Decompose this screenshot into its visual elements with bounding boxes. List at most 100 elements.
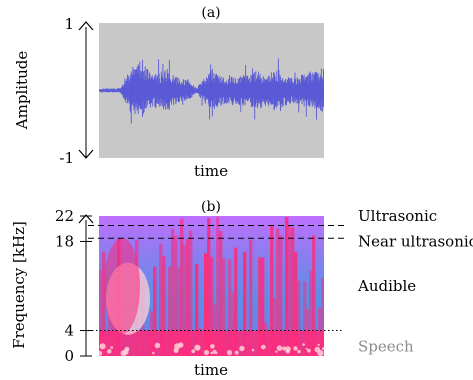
spectrogram-column (312, 235, 316, 356)
panel-b-label: (b) (201, 199, 221, 215)
spectrogram-column (99, 269, 103, 356)
energy-speckle (123, 349, 129, 355)
y-label-b: Frequency [kHz] (10, 221, 28, 349)
band-label: Audible (357, 277, 416, 295)
y-axis-a-arrow-bottom (78, 149, 94, 159)
energy-speckle (297, 349, 301, 354)
spectrogram-column (159, 243, 163, 356)
spectrogram-column (207, 218, 211, 356)
y-tick-label-b: 18 (55, 232, 74, 250)
spectrogram-column (204, 253, 208, 356)
spectrogram-energy (99, 238, 324, 356)
y-tick-a-1: 1 (64, 15, 74, 33)
energy-speckle (239, 345, 245, 352)
y-axis-b-arrow-top (78, 214, 94, 224)
energy-speckle (203, 349, 210, 356)
spectrogram-column (243, 251, 247, 356)
spectrogram-column (171, 228, 175, 356)
spectrogram-column (168, 266, 172, 356)
spectrogram-column (162, 256, 166, 356)
energy-speckle (99, 350, 103, 356)
y-tick-a-minus1: -1 (59, 149, 74, 167)
spectrogram-column (288, 225, 292, 356)
spectrogram-column (186, 239, 190, 356)
spectrogram-column (303, 281, 307, 356)
band-annotations: Ultrasonic Near ultrasonic Audible Speech (88, 207, 473, 355)
spectrogram-column (228, 259, 232, 356)
y-ticks-b: 0 4 18 22 (55, 207, 92, 365)
energy-speckle (215, 352, 218, 355)
energy-speckle (173, 347, 179, 353)
spectrogram-column (285, 216, 289, 356)
spectrogram-column (177, 267, 181, 356)
spectrogram-column (261, 257, 265, 356)
spectrogram-column (180, 218, 184, 356)
energy-speckle (110, 346, 114, 349)
spectrogram-column (210, 256, 214, 356)
spectrogram-column (195, 264, 199, 356)
spectrogram-column (219, 231, 223, 356)
energy-speckle (307, 348, 311, 353)
band-label: Ultrasonic (358, 207, 437, 225)
spectrogram-column (234, 247, 238, 356)
y-label-a: Amplitude (13, 51, 31, 131)
spectrogram-column (270, 224, 274, 356)
energy-speckle (317, 343, 320, 346)
energy-speckle (275, 350, 278, 353)
energy-speckle (154, 342, 161, 349)
spectrogram-column (258, 257, 262, 356)
spectrogram-column (189, 230, 193, 356)
spectrogram-column (249, 239, 253, 356)
energy-speckle (276, 345, 283, 352)
energy-speckle (226, 350, 233, 356)
spectrogram-column (273, 298, 277, 356)
energy-speckle (234, 350, 239, 355)
y-tick-label-b: 22 (55, 207, 74, 225)
energy-speckle (210, 344, 215, 349)
spectrogram-column (291, 227, 295, 356)
energy-speckle (285, 349, 290, 354)
spectrogram-column (297, 280, 301, 356)
spectrogram-column (102, 251, 106, 356)
spectrogram-column (174, 235, 178, 356)
energy-speckle (302, 343, 305, 346)
energy-speckle (194, 344, 201, 351)
energy-speckle (251, 348, 255, 352)
spectrogram-column (276, 228, 280, 356)
y-tick-label-b: 0 (64, 347, 74, 365)
energy-speckle (152, 351, 155, 355)
waveform-series (99, 58, 324, 124)
spectrogram-column (213, 304, 217, 356)
energy-blob (104, 238, 140, 334)
energy-speckle (107, 349, 112, 354)
energy-speckle (260, 344, 266, 350)
spectrogram-column (321, 277, 324, 356)
y-tick-label-b: 4 (64, 322, 74, 340)
spectrogram-column (183, 245, 187, 356)
panel-a: (a) 1 -1 Amplitude time (13, 5, 324, 180)
spectrogram-column (231, 292, 235, 356)
y-axis-a-arrow-top (78, 21, 94, 31)
energy-speckle (305, 347, 308, 350)
spectrogram (99, 216, 324, 356)
panel-b: (b) 0 4 18 22 Frequency [kHz] time Ultrason… (10, 199, 473, 379)
energy-speckle (99, 343, 106, 350)
x-label-b: time (194, 361, 228, 379)
spectrogram-column (309, 270, 313, 356)
energy-speckle (282, 346, 287, 351)
energy-speckle (293, 346, 298, 351)
energy-speckle (210, 351, 214, 355)
spectrogram-column (108, 300, 112, 356)
energy-speckle (317, 350, 324, 356)
band-label: Near ultrasonic (358, 232, 473, 250)
spectrogram-column (153, 266, 157, 356)
band-label: Speech (358, 337, 414, 355)
spectrogram-column (279, 235, 283, 356)
x-label-a: time (194, 162, 228, 180)
energy-speckle (191, 349, 196, 354)
spectrogram-column (216, 216, 220, 356)
energy-speckle (322, 347, 324, 351)
spectrogram-column (294, 251, 298, 356)
spectrogram-column (222, 258, 226, 356)
